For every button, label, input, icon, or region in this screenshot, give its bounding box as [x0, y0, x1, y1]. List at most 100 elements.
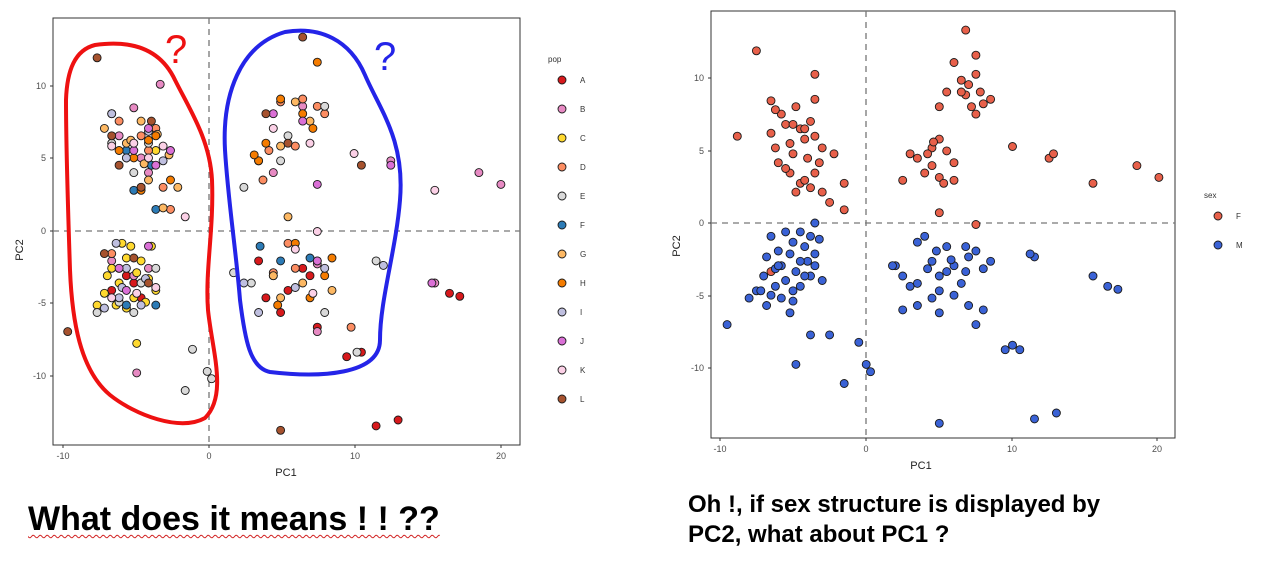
left-point-K	[107, 293, 117, 303]
left-point-B	[144, 263, 153, 273]
right-point-M	[927, 256, 937, 266]
left-point-D	[144, 146, 153, 155]
left-point-K	[144, 153, 153, 163]
right-point-M	[744, 293, 754, 303]
right-point-M	[810, 249, 820, 259]
right-point-M	[934, 286, 944, 296]
left-point-H	[327, 253, 337, 263]
left-point-K	[151, 283, 161, 292]
right-ytick-label: 5	[699, 146, 704, 156]
left-point-L	[276, 425, 286, 435]
left-point-E	[352, 347, 362, 357]
left-point-G	[173, 182, 183, 192]
right-legend-label-M: M	[1236, 241, 1243, 250]
right-point-F	[920, 168, 930, 178]
right-x-ticks: -10 0 10 20	[713, 438, 1162, 454]
left-legend-label-E: E	[580, 192, 585, 201]
red-hand-drawn-outline	[64, 41, 220, 426]
left-point-D	[136, 131, 146, 141]
right-point-M	[762, 252, 772, 262]
right-point-M	[1103, 281, 1113, 291]
right-point-F	[964, 80, 974, 90]
left-legend-key-D	[557, 162, 567, 172]
left-point-G	[276, 293, 286, 303]
right-point-F	[1088, 178, 1098, 188]
right-point-F	[788, 149, 798, 159]
left-point-H	[261, 138, 271, 148]
right-point-M	[942, 267, 952, 277]
right-point-M	[927, 293, 937, 303]
right-point-F	[898, 175, 908, 185]
left-point-E	[371, 256, 381, 266]
right-point-F	[961, 25, 971, 35]
left-point-D	[158, 182, 168, 192]
left-point-D	[320, 109, 330, 119]
right-point-M	[978, 305, 988, 315]
right-point-M	[791, 267, 801, 277]
left-point-A	[298, 263, 308, 273]
left-point-A	[129, 278, 139, 288]
right-point-M	[762, 301, 772, 310]
left-point-K	[132, 288, 142, 298]
right-point-M	[795, 281, 805, 291]
left-legend-items: A B C D E F G H I J K L	[557, 75, 586, 404]
left-point-H	[298, 109, 308, 119]
right-point-M	[888, 261, 897, 271]
right-point-M	[788, 237, 798, 247]
right-point-F	[810, 131, 820, 141]
left-point-E	[207, 374, 217, 384]
left-point-F	[151, 300, 161, 310]
right-point-F	[732, 131, 742, 141]
left-point-J	[298, 116, 308, 126]
right-point-M	[1051, 408, 1061, 418]
left-point-G	[290, 97, 300, 107]
left-point-G	[158, 203, 168, 213]
left-legend-label-C: C	[580, 134, 586, 143]
left-point-I	[239, 278, 249, 288]
right-point-M	[934, 418, 944, 428]
left-legend-label-L: L	[580, 395, 585, 404]
right-point-M	[912, 237, 922, 247]
left-point-K	[268, 123, 278, 133]
right-point-M	[825, 330, 835, 340]
right-legend-key-F	[1213, 211, 1223, 221]
right-point-M	[971, 320, 981, 330]
right-point-F	[971, 109, 981, 119]
right-point-M	[956, 278, 966, 288]
right-point-M	[781, 276, 791, 285]
left-point-B	[144, 168, 153, 178]
right-point-M	[814, 234, 824, 244]
right-point-M	[1030, 414, 1039, 424]
right-point-M	[934, 271, 944, 281]
left-point-B	[496, 179, 506, 189]
left-point-J	[144, 241, 153, 251]
left-point-L	[129, 253, 139, 263]
left-point-H	[114, 146, 124, 155]
right-point-F	[806, 116, 815, 126]
right-point-M	[785, 249, 795, 259]
left-point-B	[268, 168, 278, 178]
right-point-F	[803, 153, 813, 163]
left-point-C	[99, 288, 109, 298]
right-point-M	[949, 290, 959, 300]
right-point-M	[839, 379, 849, 388]
left-point-E	[276, 156, 286, 166]
left-point-L	[356, 160, 366, 170]
left-point-A	[445, 288, 454, 298]
right-point-F	[829, 149, 839, 159]
right-point-F	[788, 119, 798, 129]
left-point-H	[273, 300, 283, 310]
left-point-J	[129, 146, 139, 155]
left-ytick-label: -10	[33, 371, 46, 381]
left-legend-key-F	[557, 220, 567, 230]
right-point-F	[934, 172, 944, 182]
left-point-C	[92, 300, 102, 310]
right-point-M	[1015, 345, 1025, 355]
left-point-C	[151, 146, 161, 155]
left-point-J	[268, 109, 278, 119]
left-point-A	[276, 308, 286, 317]
right-point-F	[770, 105, 780, 115]
right-plot-border	[710, 10, 1176, 439]
left-point-D	[166, 204, 175, 214]
